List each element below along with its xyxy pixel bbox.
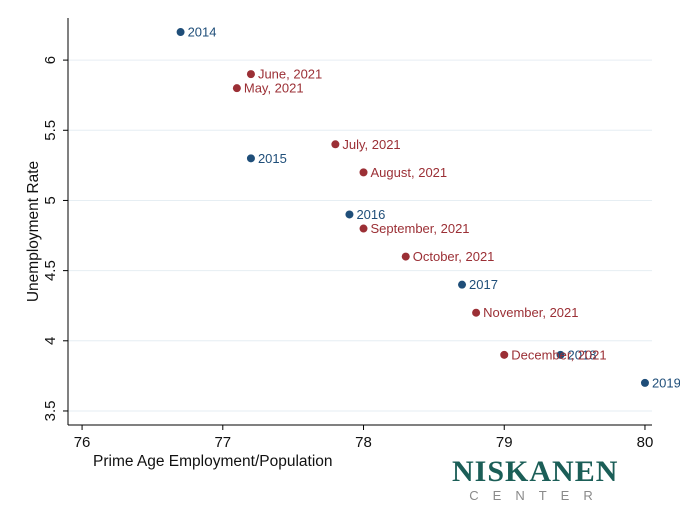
y-tick-label: 5 <box>42 196 59 204</box>
data-point <box>472 308 481 317</box>
niskanen-center-logo: NISKANEN CENTER <box>452 455 619 504</box>
data-point <box>556 350 565 359</box>
axes <box>67 18 652 426</box>
x-tick-label: 80 <box>637 434 654 451</box>
data-point <box>331 140 340 149</box>
data-point <box>176 28 185 37</box>
data-point-label: 2018 <box>568 347 597 362</box>
x-ticks: 76 77 78 79 80 <box>74 425 654 451</box>
data-point <box>246 154 255 163</box>
x-tick-label: 77 <box>214 434 231 451</box>
data-point-label: September, 2021 <box>371 221 470 236</box>
data-point-label: October, 2021 <box>413 249 495 264</box>
y-tick-label: 4 <box>42 337 59 345</box>
x-tick-label: 76 <box>74 434 91 451</box>
data-point-label: July, 2021 <box>342 137 400 152</box>
data-point-label: 2014 <box>188 25 217 40</box>
y-tick-label: 4.5 <box>42 260 59 281</box>
data-point <box>359 224 368 233</box>
data-point <box>345 210 354 219</box>
y-tick-label: 3.5 <box>42 401 59 422</box>
grid-lines <box>68 59 652 412</box>
data-point <box>458 280 467 289</box>
y-tick-label: 5.5 <box>42 120 59 141</box>
data-point <box>359 168 368 177</box>
data-point-label: May, 2021 <box>244 81 304 96</box>
logo-wordmark: NISKANEN <box>452 455 619 488</box>
data-point <box>500 350 509 359</box>
data-point <box>401 252 410 261</box>
data-point-label: 2016 <box>356 207 385 222</box>
x-axis-title: Prime Age Employment/Population <box>93 453 333 470</box>
x-tick-label: 79 <box>496 434 513 451</box>
data-point <box>246 70 255 79</box>
data-point-label: 2017 <box>469 277 498 292</box>
data-point-label: June, 2021 <box>258 67 322 82</box>
y-tick-label: 6 <box>42 56 59 64</box>
data-point <box>232 84 241 93</box>
data-point <box>640 378 649 387</box>
logo-subtitle: CENTER <box>469 488 607 503</box>
x-tick-label: 78 <box>355 434 372 451</box>
data-point-label: 2019 <box>652 375 680 390</box>
data-point-label: December, 2021 <box>511 347 606 362</box>
data-point-label: August, 2021 <box>371 165 448 180</box>
data-point-label: 2015 <box>258 151 287 166</box>
y-ticks: 3.5 4 4.5 5 5.5 6 <box>42 56 68 421</box>
y-axis-title: Unemployment Rate <box>25 161 42 302</box>
data-point-label: November, 2021 <box>483 305 578 320</box>
